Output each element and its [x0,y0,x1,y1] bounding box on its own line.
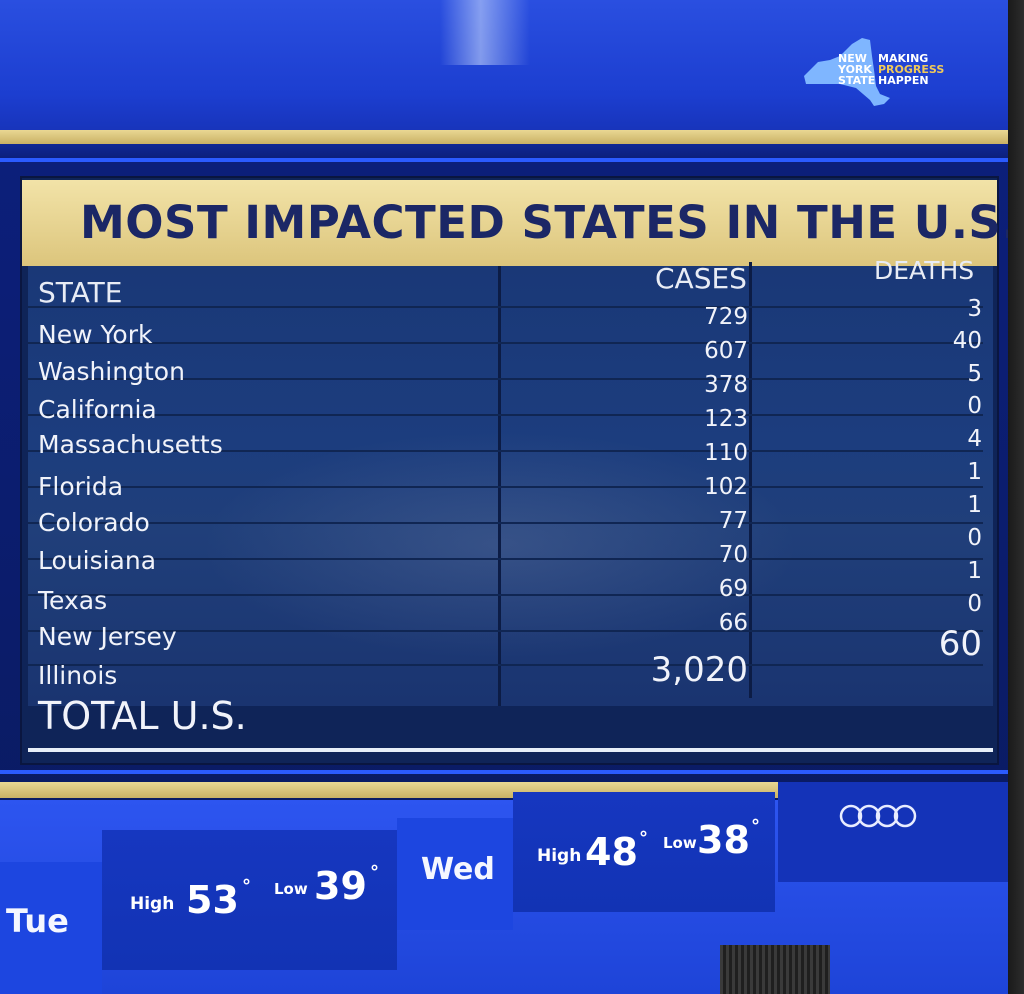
cases-value: 378 [704,372,748,398]
deaths-value: 40 [952,328,982,354]
blue-line-bottom [0,770,1010,774]
state-name: Florida [38,472,124,501]
row-line [28,486,983,488]
deaths-value: 1 [967,459,982,485]
day-wed-label: Wed [421,852,495,887]
cases-value: 607 [704,338,748,364]
tue-high-degree: ° [242,876,251,897]
total-label: TOTAL U.S. [38,694,247,738]
gold-divider-top [0,130,1010,144]
tue-low-label: Low [274,880,308,898]
row-line [28,522,983,524]
four-rings-logo-icon [839,804,917,828]
state-name: Washington [38,357,185,386]
logo-line-happen: HAPPEN [878,74,929,87]
panel-title: MOST IMPACTED STATES IN THE U.S. [80,196,1010,249]
total-underline [28,748,993,752]
cases-value: 110 [704,440,748,466]
tv-stand [720,945,830,994]
column-divider-2 [749,262,752,698]
deaths-value: 0 [967,525,982,551]
tue-low-value: 39 [314,864,367,908]
state-name: Colorado [38,508,150,537]
tue-high-label: High [130,894,175,914]
row-line [28,630,983,632]
logo-line-state: STATE [838,74,876,87]
day-wed: Wed [397,818,513,930]
wed-low-label: Low [663,834,697,852]
state-name: Massachusetts [38,430,223,459]
day-tue: Tue [0,862,102,994]
wed-high-degree: ° [639,828,648,849]
deaths-value: 0 [967,393,982,419]
cases-value: 123 [704,406,748,432]
state-name: New York [38,320,153,349]
row-line [28,414,983,416]
logo-line-making: MAKING [878,52,929,65]
total-deaths: 60 [938,624,982,664]
cases-value: 70 [718,542,748,568]
row-line [28,450,983,452]
total-cases: 3,020 [650,650,748,690]
logo-state-name: NEW YORK STATE [838,53,875,86]
deaths-value: 1 [967,492,982,518]
cases-value: 69 [718,576,748,602]
state-name: Texas [38,586,108,615]
row-line [28,342,983,344]
header-cases: CASES [655,262,747,295]
cases-value: 729 [704,304,748,330]
logo-line-progress: PROGRESS [878,63,945,76]
row-line [28,558,983,560]
state-name: New Jersey [38,622,177,651]
tv-bezel [1008,0,1024,994]
blue-line-top [0,158,1010,162]
logo-line-york: YORK [838,63,872,76]
state-name: Louisiana [38,546,157,575]
logo-slogan: MAKING PROGRESS HAPPEN [878,53,944,86]
cases-value: 77 [718,508,748,534]
wed-low-degree: ° [751,816,760,837]
row-line [28,378,983,380]
title-bar [22,180,997,266]
row-line [28,594,983,596]
row-line [28,664,983,666]
row-line [28,306,983,308]
tue-high-value: 53 [186,878,239,922]
state-name: California [38,395,157,424]
deaths-value: 4 [967,426,982,452]
cases-value: 66 [718,610,748,636]
day-tue-label: Tue [6,902,69,940]
deaths-value: 3 [967,296,982,322]
deaths-value: 1 [967,558,982,584]
wed-low-value: 38 [697,818,750,862]
wed-high-value: 48 [585,830,638,874]
wed-temps: High 48 ° Low 38 ° [513,792,775,912]
header-deaths: DEATHS [874,256,975,285]
deaths-value: 0 [967,591,982,617]
state-name: Illinois [38,661,118,690]
wed-high-label: High [537,846,582,866]
cases-value: 102 [704,474,748,500]
tue-low-degree: ° [370,862,379,883]
tue-temps: High 53 ° Low 39 ° [102,830,397,970]
sponsor-box [778,782,1010,882]
light-glare [440,0,530,65]
logo-line-new: NEW [838,52,867,65]
deaths-value: 5 [967,361,982,387]
header-state: STATE [38,276,123,309]
new-york-state-map-icon [804,38,890,106]
